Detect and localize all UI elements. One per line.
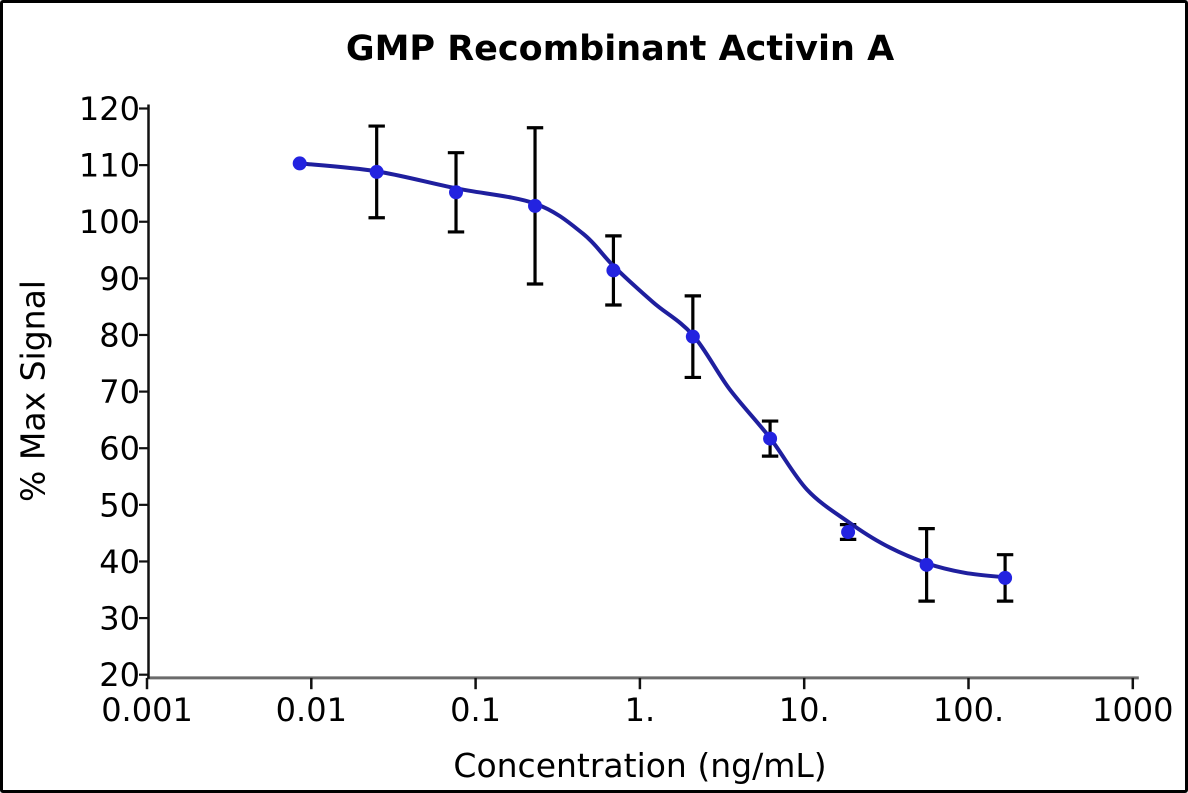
data-point bbox=[606, 263, 621, 278]
y-tick-label: 90 bbox=[99, 260, 140, 298]
x-tick-label: 1. bbox=[625, 691, 656, 729]
data-point bbox=[528, 198, 543, 213]
data-point bbox=[449, 185, 464, 200]
y-tick-label: 60 bbox=[99, 430, 140, 468]
y-tick-label: 20 bbox=[99, 656, 140, 694]
plot-area: 20 30 40 50 60 70 80 90 100 110 120 0.001 0.01 0.1 1. 1… bbox=[79, 90, 1174, 729]
y-tick-label: 110 bbox=[79, 147, 140, 185]
data-point bbox=[919, 557, 934, 572]
y-tick-label: 120 bbox=[79, 90, 140, 128]
y-tick-label: 40 bbox=[99, 543, 140, 581]
x-tick-label: 1000 bbox=[1092, 691, 1173, 729]
x-tick-label: 0.1 bbox=[450, 691, 501, 729]
y-tick-label: 50 bbox=[99, 486, 140, 524]
data-point bbox=[998, 570, 1013, 585]
data-point bbox=[685, 329, 700, 344]
y-tick-label: 100 bbox=[79, 203, 140, 241]
y-tick-label: 80 bbox=[99, 316, 140, 354]
data-point bbox=[841, 525, 856, 540]
data-point bbox=[292, 156, 307, 171]
x-tick-label: 100. bbox=[933, 691, 1004, 729]
y-tick-label: 70 bbox=[99, 373, 140, 411]
y-tick-label: 30 bbox=[99, 600, 140, 638]
fit-curve bbox=[297, 161, 1008, 580]
x-tick-label: 0.01 bbox=[276, 691, 347, 729]
data-point bbox=[369, 164, 384, 179]
x-tick-label: 10. bbox=[779, 691, 830, 729]
x-tick-label: 0.001 bbox=[101, 691, 193, 729]
x-axis-label: Concentration (ng/mL) bbox=[453, 746, 827, 785]
data-point bbox=[763, 431, 778, 446]
chart-title: GMP Recombinant Activin A bbox=[345, 29, 895, 69]
